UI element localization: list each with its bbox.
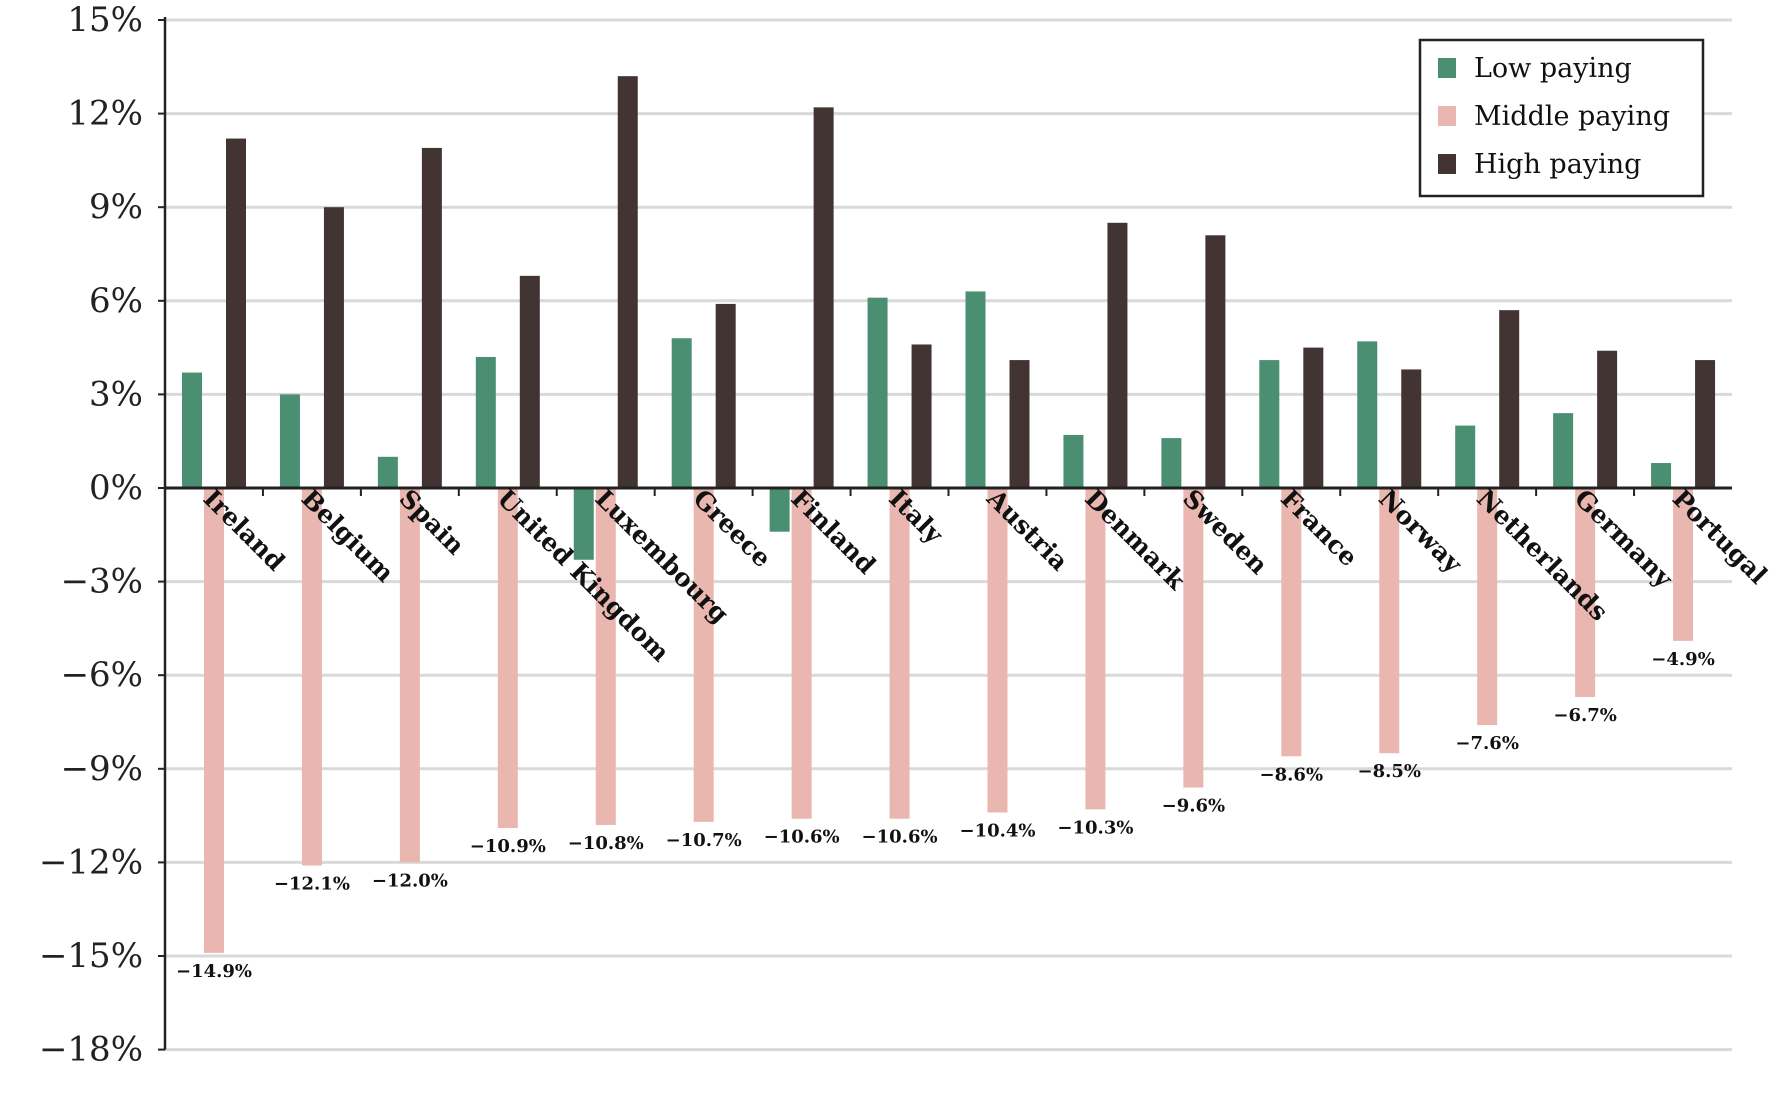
bar-low-paying — [1161, 438, 1182, 488]
data-label: −8.6% — [1260, 764, 1324, 785]
bar-high-paying — [617, 76, 638, 488]
legend-label: Low paying — [1474, 53, 1632, 84]
y-tick-label: −9% — [61, 749, 143, 789]
data-label: −10.9% — [470, 836, 546, 857]
data-label: −10.3% — [1057, 817, 1133, 838]
bar-middle-paying — [1085, 488, 1106, 810]
bar-middle-paying — [1477, 488, 1498, 726]
bar-middle-paying — [889, 488, 910, 819]
data-label: −10.8% — [568, 833, 644, 854]
bar-high-paying — [911, 344, 932, 488]
data-label: −10.6% — [862, 827, 938, 848]
axes — [158, 17, 1732, 1051]
data-label: −4.9% — [1651, 649, 1715, 670]
data-label: −7.6% — [1455, 733, 1519, 754]
bar-high-paying — [813, 107, 834, 489]
bar-low-paying — [1455, 425, 1476, 488]
bar-middle-paying — [1673, 488, 1694, 641]
bar-high-paying — [1401, 369, 1422, 488]
bar-middle-paying — [791, 488, 812, 819]
bar-low-paying — [573, 488, 594, 560]
legend-swatch — [1438, 106, 1456, 126]
data-label: −12.1% — [274, 874, 350, 895]
bar-middle-paying — [1379, 488, 1400, 754]
bar-middle-paying — [1183, 488, 1204, 788]
bar-middle-paying — [399, 488, 420, 863]
y-tick-label: −18% — [39, 1030, 143, 1070]
bar-high-paying — [1107, 222, 1128, 489]
bar-high-paying — [1009, 360, 1030, 488]
bar-middle-paying — [497, 488, 518, 829]
bar-low-paying — [769, 488, 790, 532]
bar-high-paying — [421, 147, 442, 489]
legend-swatch — [1438, 154, 1456, 174]
bar-low-paying — [182, 372, 202, 488]
bar-middle-paying — [204, 488, 224, 953]
data-label: −10.6% — [764, 827, 840, 848]
bar-high-paying — [1499, 310, 1520, 488]
y-tick-label: 6% — [89, 281, 143, 321]
data-label: −14.9% — [176, 961, 252, 982]
bar-low-paying — [377, 456, 398, 488]
bar-low-paying — [1651, 463, 1672, 488]
legend: Low paying Middle paying High paying — [1418, 38, 1705, 198]
y-tick-label: 9% — [89, 187, 143, 227]
bar-low-paying — [279, 394, 300, 488]
bar-middle-paying — [595, 488, 616, 825]
bar-high-paying — [323, 207, 344, 488]
legend-swatch — [1438, 58, 1456, 78]
bar-low-paying — [965, 291, 986, 488]
bar-high-paying — [1695, 360, 1716, 488]
y-tick-label: 15% — [67, 0, 143, 40]
bar-low-paying — [671, 338, 692, 488]
bar-middle-paying — [301, 488, 322, 866]
y-tick-label: 0% — [89, 468, 143, 508]
bar-high-paying — [519, 275, 540, 488]
y-tick-label: 3% — [89, 374, 143, 414]
data-label: −9.6% — [1162, 796, 1226, 817]
bar-high-paying — [1303, 347, 1324, 488]
bar-low-paying — [1259, 360, 1280, 488]
bar-high-paying — [1597, 350, 1618, 488]
bar-middle-paying — [693, 488, 714, 822]
data-label: −10.7% — [666, 830, 742, 851]
y-tick-label: −6% — [61, 655, 143, 695]
bar-low-paying — [1553, 413, 1574, 488]
bar-low-paying — [475, 356, 496, 488]
bar-high-paying — [715, 303, 736, 488]
data-label: −10.4% — [959, 820, 1035, 841]
bar-low-paying — [1063, 434, 1084, 488]
legend-label: High paying — [1474, 149, 1641, 180]
bars — [182, 76, 1716, 953]
bar-low-paying — [867, 297, 888, 488]
data-label: −12.0% — [372, 870, 448, 891]
bar-middle-paying — [1575, 488, 1596, 698]
y-tick-label: −12% — [39, 842, 143, 882]
bar-high-paying — [226, 138, 246, 488]
bar-low-paying — [1357, 341, 1378, 488]
data-label: −6.7% — [1553, 705, 1617, 726]
y-tick-label: −3% — [61, 562, 143, 602]
y-tick-label: −15% — [39, 936, 143, 976]
bar-high-paying — [1205, 235, 1226, 488]
legend-label: Middle paying — [1474, 101, 1670, 132]
y-tick-label: 12% — [67, 94, 143, 134]
bar-middle-paying — [987, 488, 1008, 813]
bar-middle-paying — [1281, 488, 1302, 757]
legend-box — [1418, 38, 1705, 198]
data-label: −8.5% — [1357, 761, 1421, 782]
